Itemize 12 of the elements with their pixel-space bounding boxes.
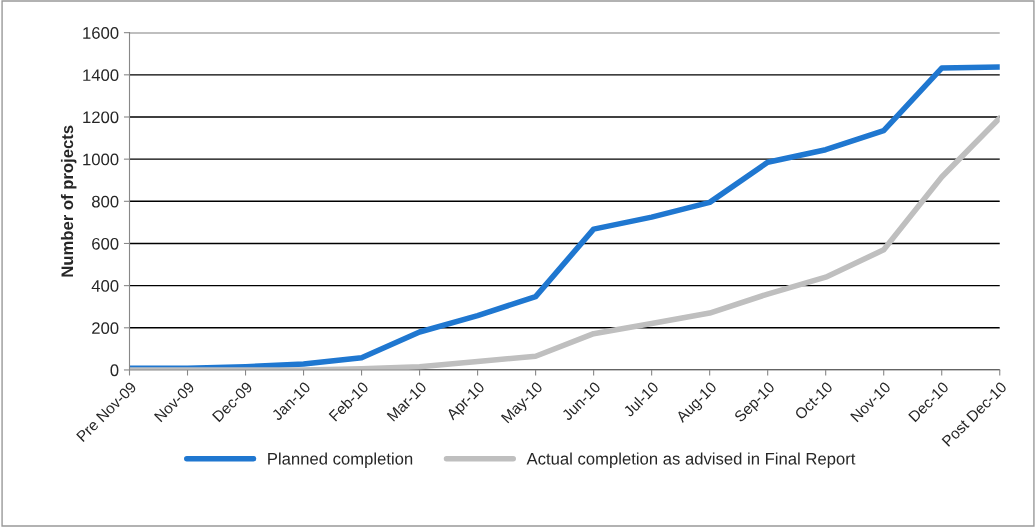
y-axis-title: Number of projects — [60, 125, 77, 277]
legend-label: Planned completion — [268, 452, 413, 468]
y-tick-label: 1000 — [83, 153, 119, 166]
y-tick-label: 800 — [92, 195, 119, 208]
y-tick-label: 1400 — [83, 69, 119, 82]
y-tick-label: 600 — [92, 237, 119, 250]
y-tick-label: 400 — [91, 280, 119, 292]
legend-label: Actual completion as advised in Final Report — [526, 452, 856, 468]
y-tick-label: 0 — [110, 364, 119, 377]
y-tick-label: 200 — [92, 322, 119, 334]
y-tick-label: 1200 — [83, 111, 119, 124]
y-tick-label: 1600 — [83, 27, 119, 39]
